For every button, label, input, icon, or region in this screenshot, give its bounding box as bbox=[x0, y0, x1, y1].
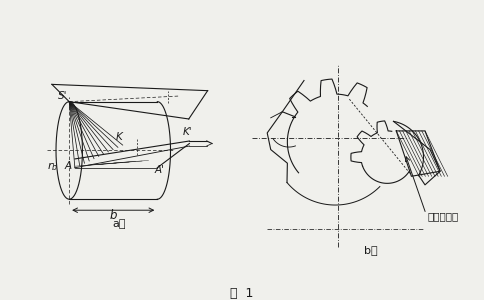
Text: K': K' bbox=[183, 127, 193, 137]
Text: K: K bbox=[115, 132, 122, 142]
Text: A: A bbox=[64, 161, 72, 171]
Text: b）: b） bbox=[364, 245, 378, 255]
Text: S': S' bbox=[58, 91, 68, 100]
Text: A': A' bbox=[155, 165, 165, 176]
Text: a）: a） bbox=[113, 220, 126, 230]
Text: 齿面接触线: 齿面接触线 bbox=[427, 211, 459, 221]
Text: $r_b$: $r_b$ bbox=[46, 160, 58, 173]
Text: b: b bbox=[109, 209, 117, 222]
Text: 图  1: 图 1 bbox=[230, 287, 254, 300]
